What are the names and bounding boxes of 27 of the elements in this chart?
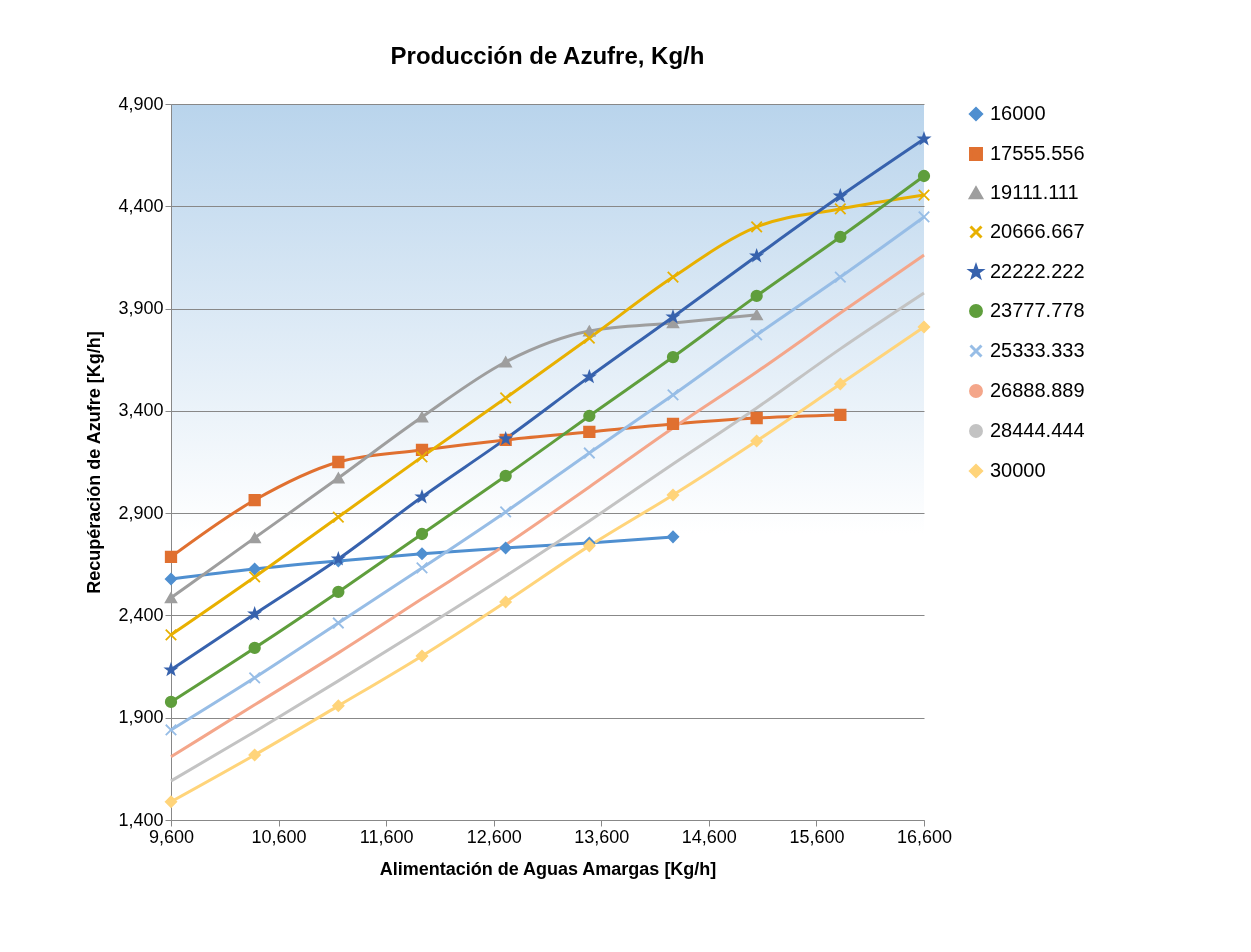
x-tick-label: 12,600	[466, 826, 522, 847]
x-axis-title: Alimentación de Aguas Amargas [Kg/h]	[379, 858, 717, 879]
x-tick-label: 14,600	[681, 826, 737, 847]
legend-label: 26888.889	[990, 379, 1085, 401]
legend-label: 17555.556	[990, 142, 1085, 164]
legend-label: 30000	[990, 459, 1046, 481]
chart-title: Producción de Azufre, Kg/h	[390, 42, 705, 69]
y-tick-label: 2,900	[118, 502, 164, 523]
x-tick-label: 11,600	[359, 826, 414, 847]
legend-label: 22222.222	[990, 260, 1085, 282]
x-tick-label: 13,600	[574, 826, 630, 847]
legend-label: 25333.333	[990, 339, 1085, 361]
legend-label: 20666.667	[990, 220, 1085, 242]
y-tick-label: 4,900	[118, 93, 164, 114]
x-tick-label: 10,600	[251, 826, 307, 847]
y-axis-title: Recupéración de Azufre [Kg/h]	[84, 331, 105, 594]
legend-label: 19111.111	[990, 181, 1079, 203]
y-tick-label: 3,400	[118, 400, 164, 421]
y-tick-label: 2,400	[118, 604, 164, 625]
x-tick-label: 15,600	[789, 826, 845, 847]
legend-label: 16000	[990, 102, 1046, 124]
legend-label: 23777.778	[990, 299, 1085, 321]
x-tick-label: 16,600	[896, 826, 953, 847]
y-tick-label: 3,900	[118, 298, 164, 319]
y-tick-label: 4,400	[118, 195, 164, 216]
y-tick-label: 1,900	[118, 707, 164, 728]
legend-label: 28444.444	[990, 419, 1085, 441]
